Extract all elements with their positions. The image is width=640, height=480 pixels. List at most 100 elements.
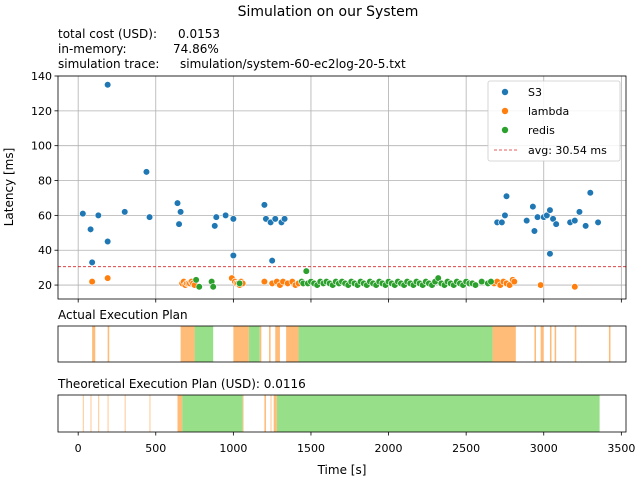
plan-redis-segment bbox=[248, 326, 260, 362]
plan-lambda-segment bbox=[270, 395, 272, 432]
plan-lambda-segment bbox=[275, 326, 280, 362]
point-redis bbox=[195, 283, 203, 291]
theoretical-plan-frame bbox=[57, 394, 627, 433]
plan-redis-segment bbox=[276, 395, 600, 432]
plan-lambda-segment bbox=[177, 395, 183, 432]
plan-lambda-segment bbox=[554, 326, 557, 362]
point-lambda bbox=[510, 277, 518, 286]
point-s3 bbox=[543, 211, 551, 219]
x-axis-ticks-main bbox=[77, 299, 622, 303]
point-lambda bbox=[537, 281, 545, 289]
point-redis bbox=[192, 276, 200, 284]
legend-avg-label: avg: 30.54 ms bbox=[528, 144, 607, 157]
point-s3 bbox=[88, 258, 96, 267]
point-redis bbox=[209, 283, 217, 291]
x-tick-label: 2500 bbox=[452, 442, 480, 455]
theoretical-execution-plan bbox=[82, 395, 600, 432]
point-s3 bbox=[104, 237, 112, 246]
legend-s3-marker bbox=[501, 88, 509, 96]
plan-lambda-segment bbox=[233, 326, 249, 362]
point-lambda bbox=[571, 283, 579, 291]
point-redis bbox=[471, 281, 480, 289]
x-tick-label: 3500 bbox=[607, 442, 635, 455]
point-s3 bbox=[222, 211, 230, 219]
y-tick-label: 120 bbox=[31, 105, 52, 118]
point-s3 bbox=[79, 210, 87, 218]
point-s3 bbox=[529, 203, 537, 211]
plan-lambda-segment bbox=[269, 326, 271, 362]
point-lambda bbox=[260, 277, 269, 286]
latency-scatter-plot: 20 40 60 80 100 120 140 Latency [ms] S3 lambda… bbox=[2, 70, 627, 303]
plan-lambda-segment bbox=[82, 395, 84, 432]
plan-lambda-segment bbox=[124, 395, 126, 432]
point-s3 bbox=[575, 208, 584, 216]
point-s3 bbox=[175, 220, 183, 228]
plan-lambda-segment bbox=[98, 395, 100, 432]
point-s3 bbox=[502, 192, 511, 200]
point-s3 bbox=[121, 208, 129, 216]
y-tick-label: 20 bbox=[38, 279, 52, 292]
y-tick-label: 40 bbox=[38, 244, 52, 257]
info-in-memory-label: in-memory: bbox=[58, 42, 127, 56]
point-s3 bbox=[212, 213, 220, 221]
x-tick-label: 3000 bbox=[530, 442, 558, 455]
legend-lambda-label: lambda bbox=[528, 105, 569, 118]
figure-title: Simulation on our System bbox=[238, 4, 419, 20]
plan-lambda-segment bbox=[534, 326, 536, 362]
plan-lambda-segment bbox=[90, 395, 92, 432]
info-trace-value: simulation/system-60-ec2log-20-5.txt bbox=[180, 57, 406, 71]
point-redis bbox=[434, 274, 442, 282]
point-s3 bbox=[104, 81, 112, 89]
point-redis bbox=[478, 277, 486, 286]
plan-redis-segment bbox=[182, 395, 243, 432]
plan-lambda-segment bbox=[264, 395, 266, 432]
plan-lambda-segment bbox=[242, 395, 244, 432]
point-s3 bbox=[586, 189, 594, 197]
info-in-memory-value: 74.86% bbox=[173, 42, 219, 56]
point-s3 bbox=[145, 213, 154, 221]
point-s3 bbox=[549, 215, 557, 223]
point-redis bbox=[302, 267, 310, 275]
legend-box bbox=[487, 80, 621, 162]
legend: S3 lambda redis avg: 30.54 ms bbox=[487, 80, 621, 162]
point-s3 bbox=[211, 222, 219, 230]
y-tick-label: 140 bbox=[31, 70, 52, 83]
plan-lambda-segment bbox=[259, 326, 262, 362]
scatter-points bbox=[79, 81, 602, 291]
plan-lambda-segment bbox=[608, 326, 611, 362]
y-axis-label: Latency [ms] bbox=[2, 148, 16, 227]
point-s3 bbox=[530, 227, 539, 235]
point-s3 bbox=[229, 215, 237, 223]
x-tick-label: 2000 bbox=[375, 442, 403, 455]
legend-s3-label: S3 bbox=[528, 86, 542, 99]
legend-redis-marker bbox=[501, 126, 509, 134]
legend-lambda-marker bbox=[501, 107, 509, 115]
x-axis-label: Time [s] bbox=[317, 463, 367, 477]
legend-redis-label: redis bbox=[528, 124, 555, 137]
info-trace-label: simulation trace: bbox=[58, 57, 159, 71]
point-s3 bbox=[177, 208, 185, 216]
point-s3 bbox=[142, 168, 151, 176]
plan-lambda-segment bbox=[107, 395, 109, 432]
y-tick-label: 60 bbox=[38, 209, 52, 222]
point-redis bbox=[487, 277, 495, 286]
point-redis bbox=[235, 279, 244, 287]
point-s3 bbox=[571, 217, 579, 225]
x-tick-label: 500 bbox=[145, 442, 166, 455]
point-s3 bbox=[546, 206, 554, 214]
info-total-cost-label: total cost (USD): bbox=[58, 27, 157, 41]
plan-lambda-segment bbox=[273, 395, 277, 432]
actual-plan-title: Actual Execution Plan bbox=[58, 308, 188, 322]
x-tick-label: 0 bbox=[75, 442, 82, 455]
actual-execution-plan bbox=[92, 326, 611, 362]
point-s3 bbox=[501, 211, 509, 219]
x-tick-label: 1500 bbox=[297, 442, 325, 455]
info-total-cost-value: 0.0153 bbox=[178, 27, 220, 41]
plan-lambda-segment bbox=[574, 326, 577, 362]
y-tick-label: 80 bbox=[38, 175, 52, 188]
plan-lambda-segment bbox=[549, 326, 552, 362]
plot-frame bbox=[57, 75, 627, 300]
x-tick-label: 1000 bbox=[219, 442, 247, 455]
plan-lambda-segment bbox=[286, 326, 299, 362]
point-s3 bbox=[173, 199, 182, 207]
